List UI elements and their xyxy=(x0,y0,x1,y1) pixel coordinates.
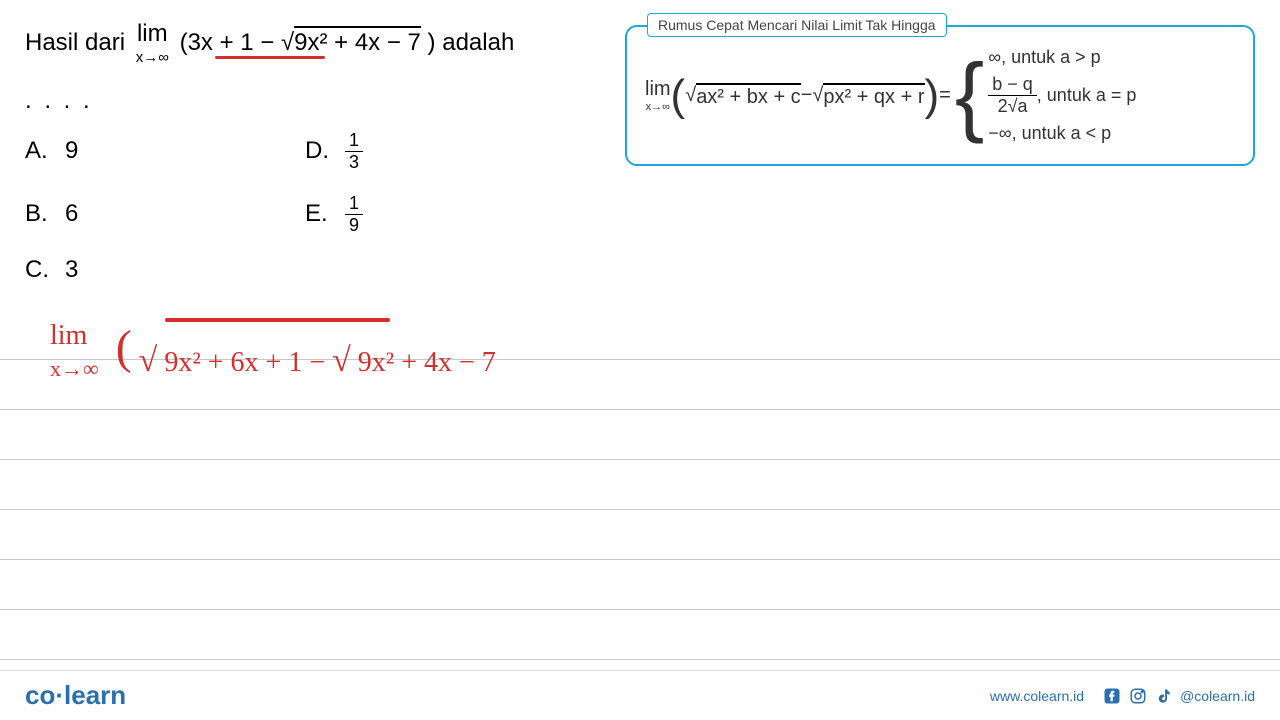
ruled-line xyxy=(0,610,1280,660)
choice-a-value: 9 xyxy=(65,137,78,165)
expr-close: ) adalah xyxy=(421,29,514,56)
hw-minus: − xyxy=(309,347,332,378)
hw-lim-top: lim xyxy=(50,320,87,351)
open-paren-icon: ( xyxy=(671,71,686,121)
handwriting-work: lim x→∞ ( √ 9x² + 6x + 1 − √ 9x² + 4x − … xyxy=(50,320,496,384)
choice-a-letter: A. xyxy=(25,137,65,165)
sqrt1-radicand: ax² + bx + c xyxy=(696,83,801,109)
hw-open-paren: ( xyxy=(116,321,132,374)
formula-lim-top: lim xyxy=(645,78,671,100)
footer-url[interactable]: www.colearn.id xyxy=(990,688,1084,704)
choice-e-num: 1 xyxy=(345,193,363,215)
red-underline xyxy=(215,56,325,59)
footer: co·learn www.colearn.id @colearn.id xyxy=(0,670,1280,720)
logo[interactable]: co·learn xyxy=(25,680,126,711)
question-text: Hasil dari lim x→∞ (3x + 1 − √9x² + 4x −… xyxy=(25,20,595,67)
choice-d-letter: D. xyxy=(305,137,345,165)
formula-content: lim x→∞ ( √ax² + bx + c − √px² + qx + r … xyxy=(645,47,1235,144)
choice-c[interactable]: C. 3 xyxy=(25,256,295,284)
formula-equals: = xyxy=(939,84,951,107)
hw-radicand-1: 9x² + 6x + 1 xyxy=(164,347,302,378)
choice-e[interactable]: E. 1 9 xyxy=(305,193,575,236)
choice-d-fraction: 1 3 xyxy=(345,130,363,173)
hw-sqrt-bar-1 xyxy=(165,318,390,322)
choice-e-fraction: 1 9 xyxy=(345,193,363,236)
sqrt2-radicand: px² + qx + r xyxy=(823,83,924,109)
case-2-den: 2√a xyxy=(994,96,1032,117)
choice-e-letter: E. xyxy=(305,200,345,228)
formula-minus: − xyxy=(801,84,813,107)
footer-right: www.colearn.id @colearn.id xyxy=(990,686,1255,706)
sqrt-symbol: √ xyxy=(281,29,294,56)
logo-dot: · xyxy=(55,680,64,710)
ruled-line xyxy=(0,410,1280,460)
instagram-icon[interactable] xyxy=(1128,686,1148,706)
tiktok-icon[interactable] xyxy=(1154,686,1174,706)
hw-radicand-2: 9x² + 4x − 7 xyxy=(358,347,496,378)
ruled-line xyxy=(0,510,1280,560)
formula-lim: lim x→∞ xyxy=(645,78,671,113)
cases-list: ∞, untuk a > p b − q 2√a , untuk a = p −… xyxy=(988,47,1136,144)
footer-handle[interactable]: @colearn.id xyxy=(1180,688,1255,704)
case-2: b − q 2√a , untuk a = p xyxy=(988,74,1136,117)
sqrt2-symbol: √ xyxy=(812,84,823,107)
lim-bottom: x→∞ xyxy=(136,49,169,67)
question-left: Hasil dari lim x→∞ (3x + 1 − √9x² + 4x −… xyxy=(25,20,595,284)
ruled-line xyxy=(0,560,1280,610)
hw-sqrt-2: √ xyxy=(332,342,351,379)
hw-lim-sub: x→∞ xyxy=(50,356,99,381)
choice-d[interactable]: D. 1 3 xyxy=(305,130,575,173)
choice-d-den: 3 xyxy=(345,152,363,173)
case-2-suffix: , untuk a = p xyxy=(1037,85,1137,106)
close-paren-icon: ) xyxy=(925,71,940,121)
ellipsis-dots: . . . . xyxy=(25,87,595,115)
answer-choices: A. 9 D. 1 3 B. 6 E. 1 xyxy=(25,130,595,284)
hw-lim: lim x→∞ xyxy=(50,320,99,384)
choice-c-value: 3 xyxy=(65,256,78,284)
expr-open: (3x + 1 − xyxy=(180,29,281,56)
sqrt-radicand: 9x² + 4x − 7 xyxy=(294,26,421,56)
case-2-num: b − q xyxy=(988,74,1037,96)
logo-learn: learn xyxy=(64,680,126,710)
choice-e-den: 9 xyxy=(345,215,363,236)
choice-a[interactable]: A. 9 xyxy=(25,130,295,173)
cases-brace-icon: { xyxy=(955,60,984,130)
choice-b-value: 6 xyxy=(65,200,78,228)
choice-d-num: 1 xyxy=(345,130,363,152)
social-icons: @colearn.id xyxy=(1102,686,1255,706)
case-1: ∞, untuk a > p xyxy=(988,47,1136,68)
choice-b-letter: B. xyxy=(25,200,65,228)
lim-top: lim xyxy=(137,20,168,47)
sqrt1-symbol: √ xyxy=(685,84,696,107)
case-2-fraction: b − q 2√a xyxy=(988,74,1037,117)
facebook-icon[interactable] xyxy=(1102,686,1122,706)
choice-b[interactable]: B. 6 xyxy=(25,193,295,236)
logo-co: co xyxy=(25,680,55,710)
choice-c-letter: C. xyxy=(25,256,65,284)
hw-sqrt-1: √ xyxy=(139,342,158,379)
formula-box: Rumus Cepat Mencari Nilai Limit Tak Hing… xyxy=(625,25,1255,166)
ruled-line xyxy=(0,460,1280,510)
limit-notation: lim x→∞ xyxy=(136,20,169,67)
formula-lim-bottom: x→∞ xyxy=(645,101,671,113)
question-prefix: Hasil dari xyxy=(25,29,125,56)
question-row: Hasil dari lim x→∞ (3x + 1 − √9x² + 4x −… xyxy=(25,20,1255,284)
formula-box-title: Rumus Cepat Mencari Nilai Limit Tak Hing… xyxy=(647,13,947,37)
case-3: −∞, untuk a < p xyxy=(988,123,1136,144)
